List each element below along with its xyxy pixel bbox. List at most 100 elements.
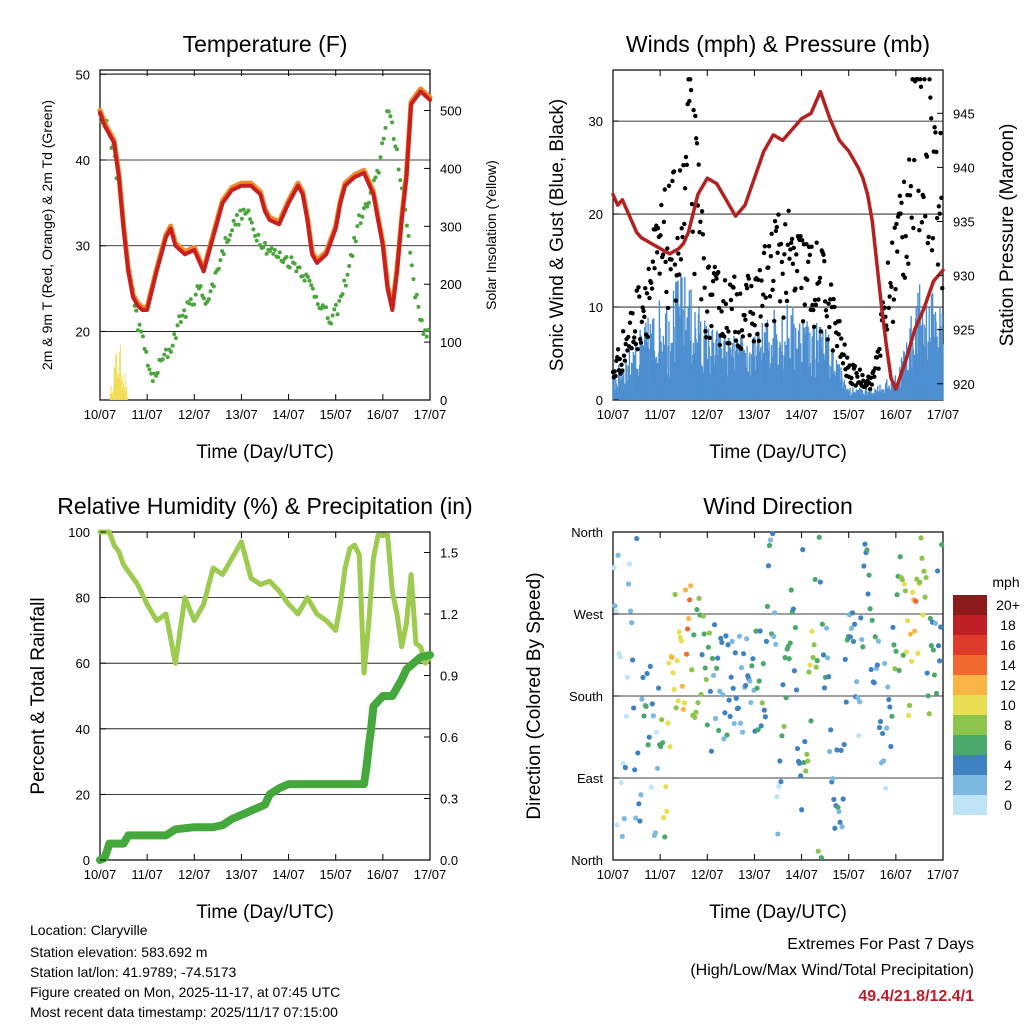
y2-axis-label: Station Pressure (Maroon)	[997, 124, 1018, 347]
gust-point	[712, 264, 718, 270]
gust-point	[709, 323, 714, 329]
gust-point	[780, 271, 785, 276]
direction-point	[798, 773, 804, 779]
gust-point	[929, 248, 935, 253]
gust-point	[917, 77, 923, 82]
gust-point	[664, 289, 669, 295]
direction-point	[875, 638, 882, 644]
direction-point	[722, 710, 728, 716]
dewpoint-point	[360, 214, 365, 219]
dewpoint-point	[188, 297, 193, 302]
direction-point	[864, 547, 870, 553]
dewpoint-point	[281, 260, 286, 265]
direction-point	[612, 603, 618, 609]
y-axis-label: Sonic Wind & Gust (Blue, Black)	[547, 99, 568, 371]
direction-point	[615, 552, 621, 558]
direction-point	[740, 651, 747, 657]
gust-point	[659, 202, 664, 208]
direction-point	[639, 696, 645, 702]
gust-point	[710, 292, 715, 297]
dewpoint-point	[315, 302, 320, 307]
direction-point	[680, 706, 687, 712]
direction-point	[887, 704, 893, 710]
gust-point	[632, 329, 638, 334]
direction-point	[882, 660, 888, 667]
direction-point	[876, 724, 883, 731]
gust-point	[724, 325, 729, 331]
direction-point	[617, 654, 623, 660]
direction-point	[665, 720, 671, 726]
direction-point	[867, 606, 873, 612]
dewpoint-point	[325, 316, 330, 321]
dewpoint-point	[358, 221, 363, 226]
dewpoint-point	[424, 334, 429, 339]
gust-point	[827, 324, 832, 330]
panel-title: Temperature (F)	[183, 31, 348, 57]
gust-point	[861, 378, 866, 383]
gust-point	[902, 275, 908, 280]
gust-point	[722, 278, 728, 283]
gust-point	[928, 95, 933, 100]
gust-point	[901, 179, 907, 185]
direction-point	[611, 564, 617, 571]
gust-point	[831, 296, 836, 302]
gust-point	[922, 77, 927, 82]
gust-point	[766, 244, 772, 249]
gust-point	[744, 282, 749, 288]
gust-point	[936, 204, 942, 209]
dewpoint-point	[426, 327, 431, 332]
gust-point	[852, 363, 858, 369]
direction-point	[646, 734, 652, 740]
dewpoint-point	[347, 263, 352, 268]
direction-point	[649, 701, 655, 707]
direction-point	[774, 794, 780, 800]
figure-created: Figure created on Mon, 2025-11-17, at 07…	[30, 984, 341, 1000]
gust-point	[800, 238, 805, 243]
direction-point	[838, 747, 844, 754]
gust-point	[839, 336, 844, 341]
gust-point	[635, 346, 640, 352]
direction-point	[712, 715, 719, 722]
direction-point	[842, 656, 848, 662]
dewpoint-point	[263, 241, 267, 246]
dewpoint-point	[216, 266, 221, 271]
direction-point	[643, 703, 649, 709]
direction-point	[865, 591, 871, 597]
gust-point	[794, 268, 800, 274]
direction-point	[918, 535, 924, 541]
gust-point	[919, 220, 925, 225]
dewpoint-point	[284, 255, 289, 260]
gust-point	[639, 319, 645, 325]
gust-point	[744, 286, 750, 291]
direction-point	[885, 684, 891, 690]
direction-point	[652, 830, 659, 836]
y-tick-label: 20	[76, 787, 90, 802]
direction-point	[924, 670, 930, 676]
dewpoint-point	[135, 328, 140, 333]
dewpoint-point	[154, 373, 159, 378]
tick-label-d10: 10/07	[597, 407, 630, 422]
direction-point	[896, 667, 902, 674]
y-tick-label: South	[569, 689, 603, 704]
gust-point	[752, 323, 757, 328]
gust-point	[799, 285, 804, 291]
station-elevation: Station elevation: 583.692 m	[30, 944, 208, 960]
gust-point	[897, 193, 903, 199]
plot-frame	[99, 69, 431, 401]
dewpoint-point	[198, 284, 203, 289]
dewpoint-point	[251, 227, 256, 232]
dewpoint-point	[335, 312, 340, 317]
dewpoint-point	[223, 235, 228, 240]
direction-point	[920, 612, 926, 618]
gust-point	[682, 221, 687, 227]
gust-point	[702, 285, 707, 290]
direction-point	[796, 760, 803, 766]
direction-point	[778, 779, 784, 785]
gust-point	[736, 330, 741, 335]
dewpoint-point	[371, 178, 376, 183]
gust-point	[629, 346, 634, 351]
y2-tick-label: 0.9	[440, 669, 458, 684]
dewpoint-point	[165, 355, 170, 360]
y-tick-label: 80	[76, 591, 90, 606]
colorbar-swatch	[953, 675, 987, 695]
